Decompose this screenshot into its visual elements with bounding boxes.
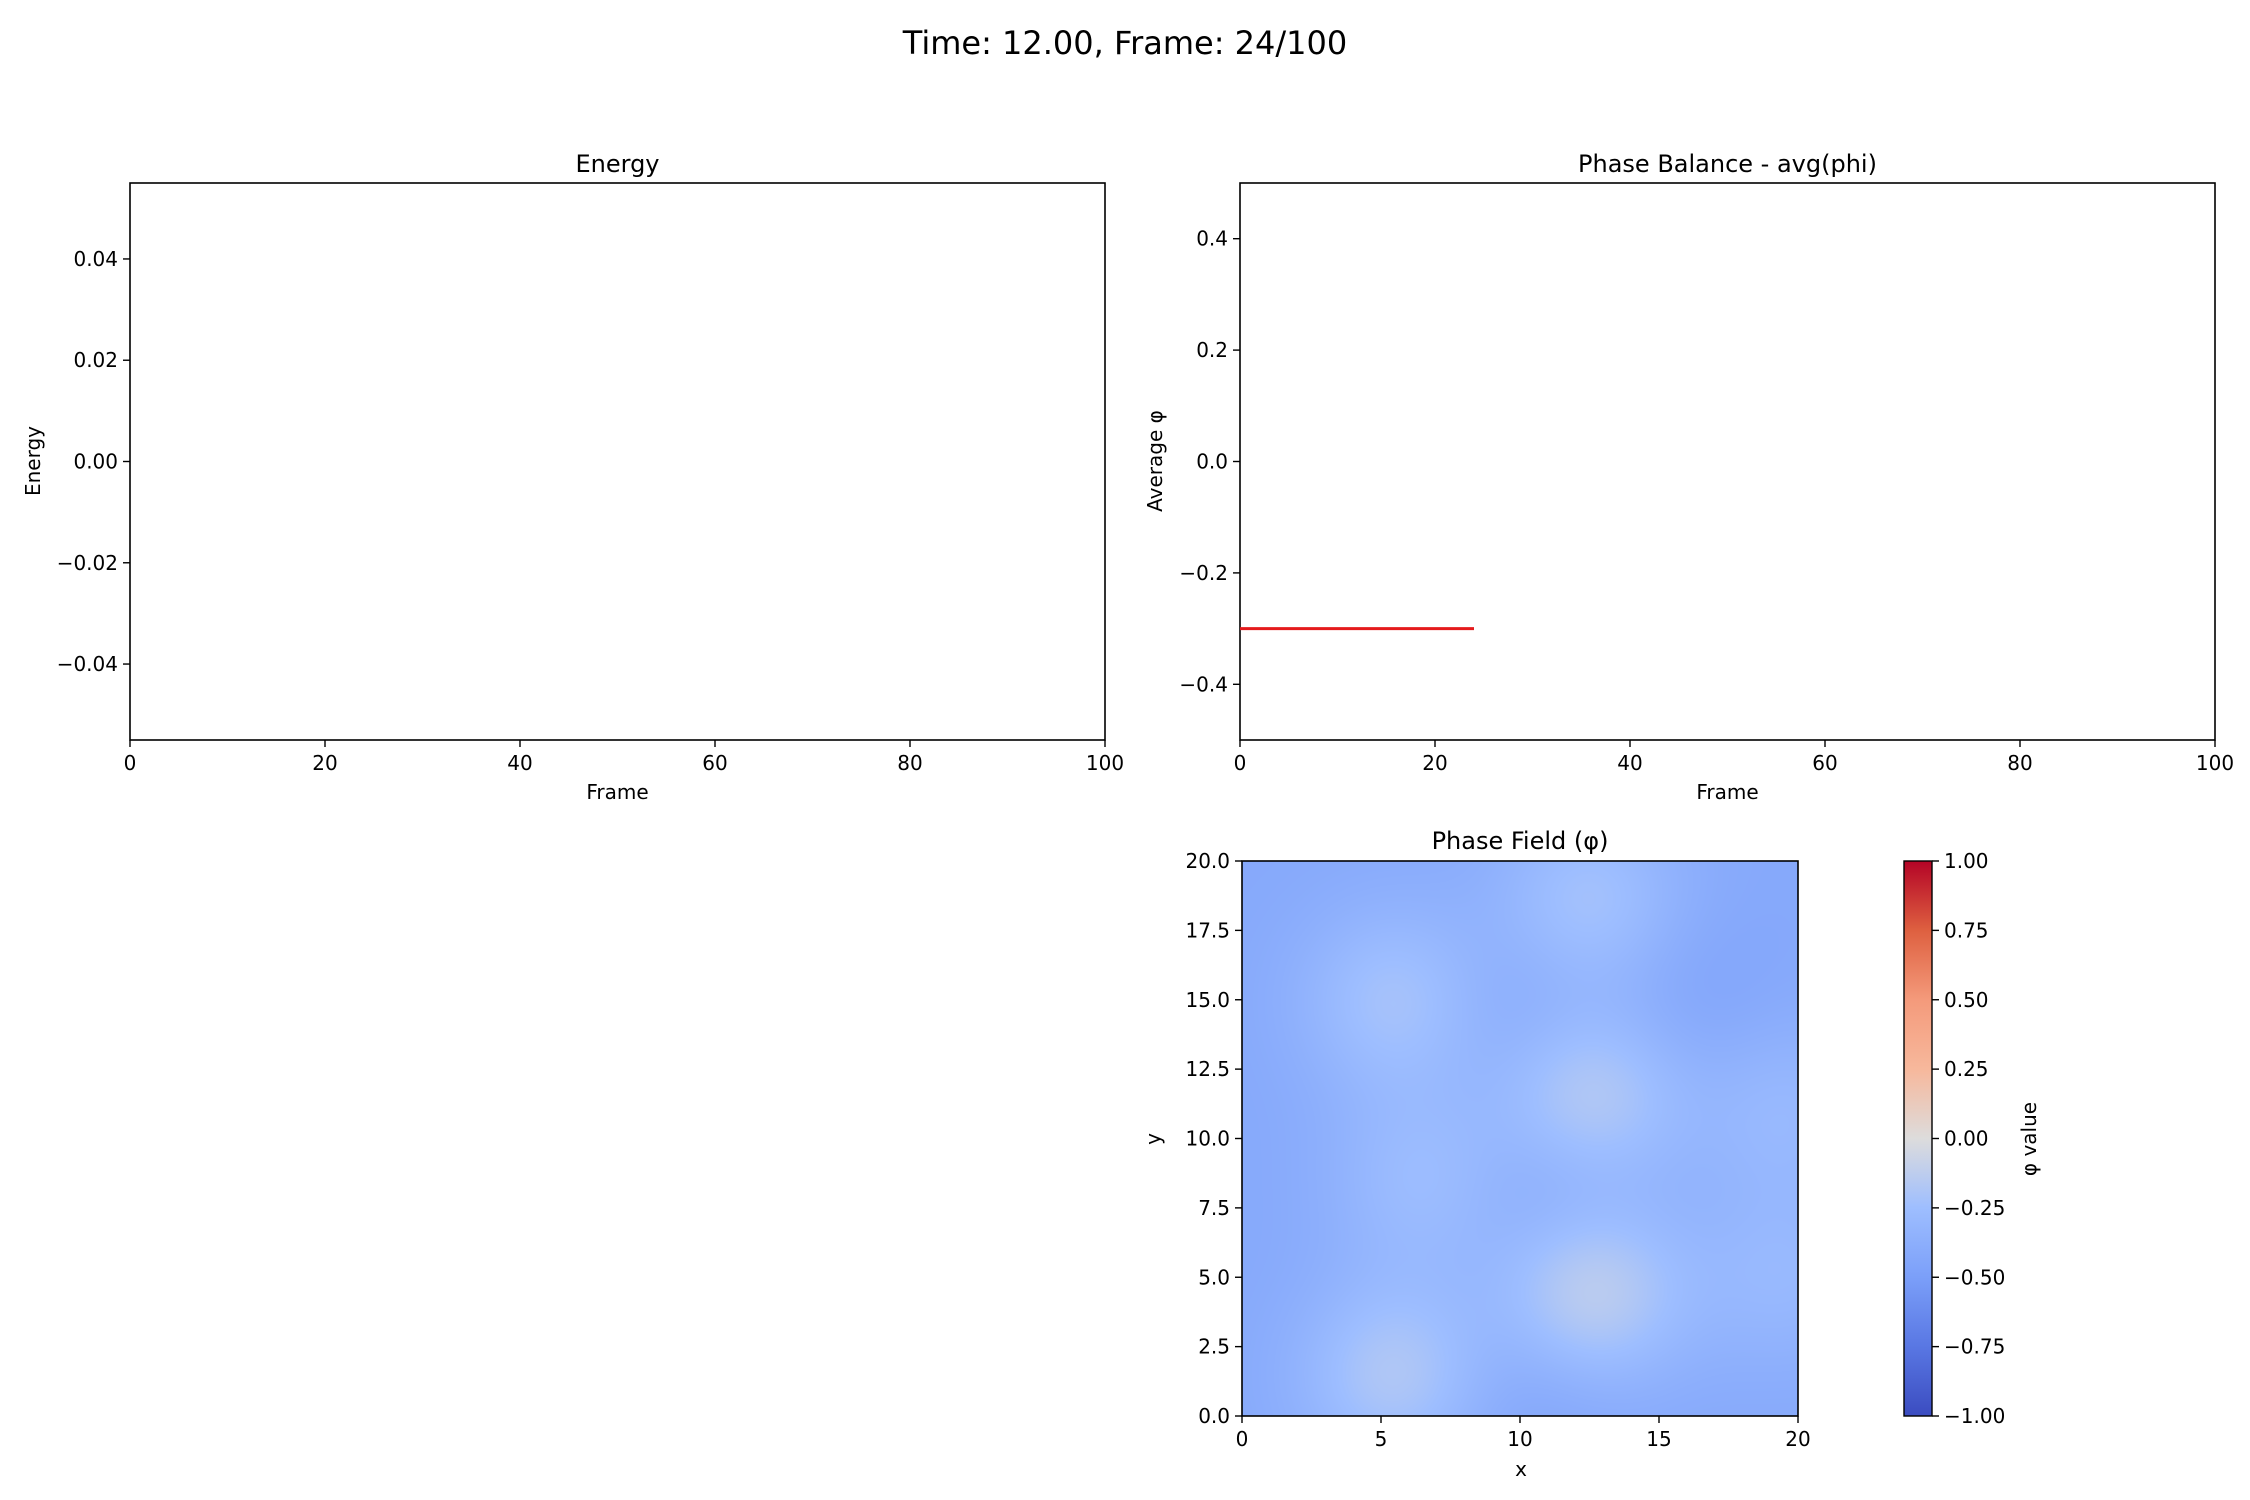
energy-panel: Energy Frame Energy 0 20 40 60 80 100 −0.04−0…: [21, 150, 1124, 804]
colorbar-ticks: −1.00 −0.75 −0.50 −0.25 0.00 0.25 0.50 0.75 1.00: [1932, 849, 2005, 1428]
phase-balance-axes-frame: [1239, 182, 2216, 741]
energy-axes-frame: [129, 182, 1106, 741]
energy-x-tick-label: 100: [1086, 751, 1124, 775]
phase-balance-x-tick-label: 60: [1812, 751, 1837, 775]
colorbar: −1.00 −0.75 −0.50 −0.25 0.00 0.25 0.50 0.75 1.00…: [1903, 849, 2041, 1428]
phase-field-y-tick-label: 10.0: [1185, 1127, 1230, 1151]
colorbar-tick-label: −0.50: [1944, 1265, 2005, 1289]
colorbar-tick-label: 0.50: [1944, 988, 1989, 1012]
phase-balance-y-tick-label: 0.0: [1196, 450, 1228, 474]
phase-balance-ylabel: Average φ: [1143, 410, 1167, 512]
phase-balance-x-tick-label: 80: [2007, 751, 2032, 775]
energy-y-ticks: −0.04 −0.02 0.00 0.02 0.04: [57, 247, 130, 676]
phase-balance-panel: Phase Balance - avg(phi) Frame Average φ…: [1143, 150, 2234, 804]
phase-balance-x-tick-label: 100: [2196, 751, 2234, 775]
phase-field-y-tick-label: 12.5: [1185, 1057, 1230, 1081]
phase-balance-y-tick-label: −0.2: [1179, 561, 1228, 585]
colorbar-gradient: [1903, 860, 1933, 1417]
colorbar-tick-label: 0.00: [1944, 1127, 1989, 1151]
phase-field-x-tick-label: 10: [1507, 1427, 1532, 1451]
energy-title: Energy: [575, 150, 659, 178]
phase-field-x-tick-label: 15: [1646, 1427, 1671, 1451]
phase-balance-y-tick-label: 0.2: [1196, 338, 1228, 362]
colorbar-tick-label: −0.25: [1944, 1196, 2005, 1220]
phase-field-xlabel: x: [1515, 1457, 1527, 1481]
phase-field-x-ticks: 0 5 10 15 20: [1236, 1416, 1811, 1451]
energy-x-tick-label: 20: [312, 751, 337, 775]
phase-field-title: Phase Field (φ): [1432, 827, 1609, 855]
phase-field-heatmap: [1242, 861, 1798, 1416]
energy-x-tick-label: 60: [702, 751, 727, 775]
phase-field-y-tick-label: 15.0: [1185, 988, 1230, 1012]
figure-title: Time: 12.00, Frame: 24/100: [902, 24, 1347, 62]
energy-x-tick-label: 40: [507, 751, 532, 775]
energy-y-tick-label: −0.02: [57, 551, 118, 575]
energy-y-tick-label: 0.02: [73, 348, 118, 372]
phase-balance-y-tick-label: −0.4: [1179, 672, 1228, 696]
phase-balance-x-tick-label: 40: [1617, 751, 1642, 775]
energy-ylabel: Energy: [21, 426, 45, 496]
phase-field-ylabel: y: [1141, 1133, 1165, 1145]
phase-field-image-container: [1242, 861, 1798, 1416]
phase-field-y-tick-label: 17.5: [1185, 918, 1230, 942]
phase-field-y-tick-label: 20.0: [1185, 849, 1230, 873]
phase-balance-title: Phase Balance - avg(phi): [1578, 150, 1877, 178]
colorbar-tick-label: 0.25: [1944, 1057, 1989, 1081]
phase-field-panel: Phase Field (φ) x y 0 5 10 15 20 0.0 2.5 5.0 7.…: [1141, 827, 1811, 1481]
energy-x-tick-label: 0: [124, 751, 137, 775]
phase-balance-x-tick-label: 0: [1234, 751, 1247, 775]
energy-xlabel: Frame: [586, 780, 648, 804]
colorbar-tick-label: −0.75: [1944, 1335, 2005, 1359]
phase-field-y-tick-label: 7.5: [1198, 1196, 1230, 1220]
colorbar-tick-label: −1.00: [1944, 1404, 2005, 1428]
phase-field-y-tick-label: 0.0: [1198, 1404, 1230, 1428]
phase-balance-xlabel: Frame: [1696, 780, 1758, 804]
phase-balance-y-tick-label: 0.4: [1196, 227, 1228, 251]
colorbar-label: φ value: [2017, 1102, 2041, 1176]
phase-balance-y-ticks: −0.4 −0.2 0.0 0.2 0.4: [1179, 227, 1240, 696]
phase-field-y-tick-label: 5.0: [1198, 1265, 1230, 1289]
phase-balance-x-tick-label: 20: [1422, 751, 1447, 775]
phase-balance-x-ticks: 0 20 40 60 80 100: [1234, 740, 2234, 775]
energy-y-tick-label: 0.00: [73, 450, 118, 474]
colorbar-tick-label: 1.00: [1944, 849, 1989, 873]
phase-field-x-tick-label: 0: [1236, 1427, 1249, 1451]
colorbar-tick-label: 0.75: [1944, 918, 1989, 942]
energy-x-tick-label: 80: [897, 751, 922, 775]
phase-field-y-tick-label: 2.5: [1198, 1335, 1230, 1359]
phase-field-x-tick-label: 5: [1375, 1427, 1388, 1451]
phase-field-y-ticks: 0.0 2.5 5.0 7.5 10.0 12.5 15.0 17.5 20.0: [1185, 849, 1242, 1428]
energy-x-ticks: 0 20 40 60 80 100: [124, 740, 1124, 775]
energy-y-tick-label: 0.04: [73, 247, 118, 271]
phase-field-x-tick-label: 20: [1785, 1427, 1810, 1451]
energy-y-tick-label: −0.04: [57, 652, 118, 676]
